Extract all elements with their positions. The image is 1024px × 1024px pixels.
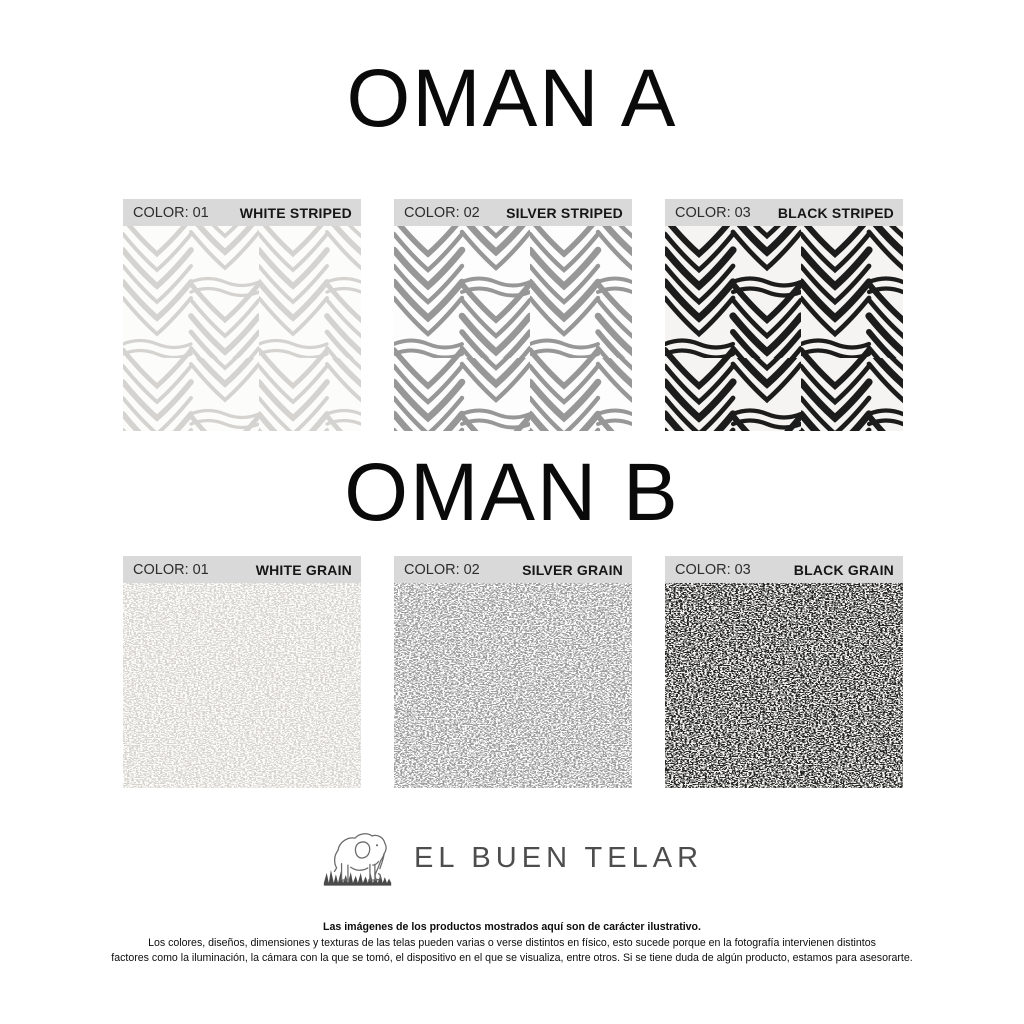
swatch-color-label: COLOR: 01 <box>133 561 209 578</box>
swatch-color-label: COLOR: 03 <box>675 204 751 221</box>
elephant-icon <box>321 826 399 890</box>
fabric-swatch-image <box>123 583 361 788</box>
swatch-name: SILVER GRAIN <box>522 561 623 578</box>
swatch-name: WHITE STRIPED <box>239 204 352 221</box>
swatch-color-label: COLOR: 03 <box>675 561 751 578</box>
swatch-header: COLOR: 01 WHITE STRIPED <box>123 199 361 226</box>
fabric-swatch-image <box>665 226 903 431</box>
disclaimer-line-2: Los colores, diseños, dimensiones y text… <box>148 936 876 949</box>
swatch-card-silver-striped: COLOR: 02 SILVER STRIPED <box>394 199 632 431</box>
fabric-swatch-image <box>394 583 632 788</box>
swatch-header: COLOR: 02 SILVER GRAIN <box>394 556 632 583</box>
swatch-card-white-striped: COLOR: 01 WHITE STRIPED <box>123 199 361 431</box>
swatch-color-label: COLOR: 01 <box>133 204 209 221</box>
disclaimer: Las imágenes de los productos mostrados … <box>0 920 1024 967</box>
disclaimer-line-3: factores como la iluminación, la cámara … <box>111 952 913 964</box>
swatch-name: WHITE GRAIN <box>255 561 352 578</box>
brand-name: EL BUEN TELAR <box>413 841 704 874</box>
fabric-swatch-image <box>665 583 903 788</box>
fabric-swatch-image <box>394 226 632 431</box>
swatch-header: COLOR: 01 WHITE GRAIN <box>123 556 361 583</box>
swatch-header: COLOR: 03 BLACK STRIPED <box>665 199 903 226</box>
swatch-card-silver-grain: COLOR: 02 SILVER GRAIN <box>394 556 632 788</box>
swatch-header: COLOR: 02 SILVER STRIPED <box>394 199 632 226</box>
swatch-name: BLACK STRIPED <box>777 204 894 221</box>
swatch-row-oman-b: COLOR: 01 WHITE GRAIN COLOR: 02 SILVER G… <box>123 556 903 788</box>
swatch-color-label: COLOR: 02 <box>404 561 480 578</box>
swatch-color-label: COLOR: 02 <box>404 204 480 221</box>
swatch-name: SILVER STRIPED <box>506 204 623 221</box>
section-title-oman-a: OMAN A <box>346 53 678 144</box>
swatch-row-oman-a: COLOR: 01 WHITE STRIPED COLOR: 02 SILVER… <box>123 199 903 431</box>
swatch-name: BLACK GRAIN <box>793 561 894 578</box>
section-title-oman-b: OMAN B <box>344 447 680 538</box>
swatch-card-black-striped: COLOR: 03 BLACK STRIPED <box>665 199 903 431</box>
swatch-header: COLOR: 03 BLACK GRAIN <box>665 556 903 583</box>
brand-logo: EL BUEN TELAR <box>0 826 1024 890</box>
fabric-swatch-image <box>123 226 361 431</box>
disclaimer-bold-line: Las imágenes de los productos mostrados … <box>323 921 701 933</box>
swatch-card-black-grain: COLOR: 03 BLACK GRAIN <box>665 556 903 788</box>
swatch-card-white-grain: COLOR: 01 WHITE GRAIN <box>123 556 361 788</box>
